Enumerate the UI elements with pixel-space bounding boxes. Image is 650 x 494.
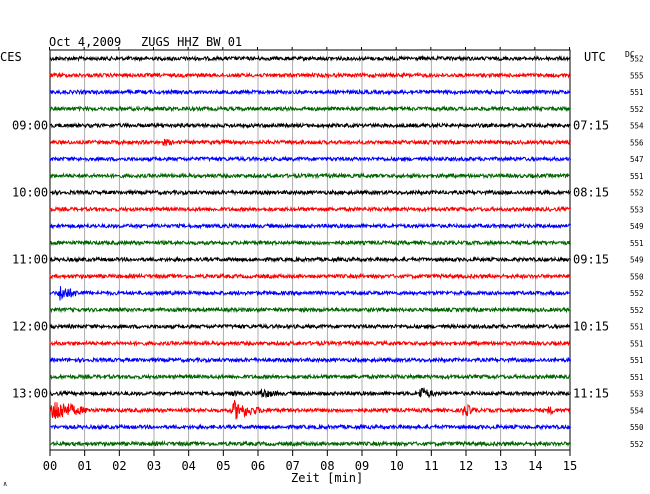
dc-value-label: 551: [630, 323, 644, 332]
dc-value-label: 552: [630, 55, 644, 64]
seismic-trace: [49, 188, 571, 197]
x-tick-label: 15: [563, 459, 577, 473]
right-hour-label: 07:15: [573, 119, 609, 133]
x-tick-label: 08: [320, 459, 334, 473]
left-hour-label: 13:00: [12, 387, 48, 401]
dc-value-label: 552: [630, 440, 644, 449]
dc-value-label: 551: [630, 339, 644, 348]
seismic-trace: [49, 339, 571, 347]
dc-value-label: 552: [630, 306, 644, 315]
right-timezone-label: UTC: [584, 50, 606, 64]
seismic-trace: [49, 239, 571, 247]
x-tick-label: 02: [112, 459, 126, 473]
left-hour-label: 12:00: [12, 320, 48, 334]
x-tick-label: 04: [181, 459, 195, 473]
seismic-trace: [49, 286, 571, 301]
seismic-trace: [49, 105, 571, 113]
dc-value-label: 551: [630, 239, 644, 248]
x-tick-label: 03: [147, 459, 161, 473]
dc-value-label: 553: [630, 205, 644, 214]
seismic-trace: [49, 172, 571, 180]
right-hour-label: 11:15: [573, 387, 609, 401]
dc-value-label: 549: [630, 222, 644, 231]
x-tick-label: 00: [43, 459, 57, 473]
left-timezone-label: CES: [0, 50, 22, 64]
seismic-trace: [49, 88, 571, 96]
left-hour-label: 11:00: [12, 253, 48, 267]
x-axis-label: Zeit [min]: [291, 471, 363, 485]
seismic-trace: [49, 255, 571, 264]
dc-value-label: 547: [630, 155, 644, 164]
seismic-trace: [49, 71, 571, 79]
trace-group: [49, 54, 571, 448]
right-hour-label: 09:15: [573, 253, 609, 267]
seismic-trace: [50, 138, 571, 147]
seismic-trace: [49, 423, 571, 431]
dc-value-label: 551: [630, 356, 644, 365]
dc-value-label: 555: [630, 71, 644, 80]
dc-value-label: 551: [630, 88, 644, 97]
plot-frame: [49, 49, 571, 451]
x-tick-label: 10: [389, 459, 403, 473]
x-tick-label: 06: [251, 459, 265, 473]
seismic-trace: [49, 121, 571, 130]
dc-value-label: 552: [630, 289, 644, 298]
right-hour-label: 10:15: [573, 320, 609, 334]
dc-value-label: 551: [630, 373, 644, 382]
x-tick-label: 13: [493, 459, 507, 473]
dc-value-label: 553: [630, 390, 644, 399]
dc-column-label: DC: [625, 50, 635, 59]
dc-value-label: 552: [630, 105, 644, 114]
seismic-trace: [49, 387, 571, 399]
left-hour-label: 09:00: [12, 119, 48, 133]
seismic-trace: [49, 322, 571, 330]
dc-value-label: 554: [630, 122, 644, 131]
seismic-trace: [49, 373, 571, 381]
seismic-trace: [49, 440, 571, 448]
seismic-trace: [49, 205, 571, 213]
seismic-trace: [49, 272, 571, 280]
seismic-trace: [49, 306, 571, 314]
corner-mark: ∧: [3, 480, 7, 488]
seismic-trace: [49, 356, 571, 364]
x-tick-label: 05: [216, 459, 230, 473]
left-hour-label: 10:00: [12, 186, 48, 200]
dc-value-label: 554: [630, 406, 644, 415]
seismic-trace: [49, 155, 571, 163]
x-tick-label: 01: [77, 459, 91, 473]
grid: [49, 47, 571, 456]
x-tick-label: 12: [459, 459, 473, 473]
label-group: 00 01 02 03 04 05 06 07 08 09 10 11 12 13 14 15 09:00 10:…: [12, 55, 644, 474]
right-hour-label: 08:15: [573, 186, 609, 200]
dc-value-label: 549: [630, 256, 644, 265]
seismic-trace: [49, 222, 571, 230]
x-tick-label: 11: [424, 459, 438, 473]
dc-value-label: 550: [630, 272, 644, 281]
seismic-trace: [49, 54, 571, 63]
chart-station: ZUGS HHZ BW 01: [141, 35, 242, 49]
dc-value-label: 552: [630, 189, 644, 198]
x-tick-label: 07: [285, 459, 299, 473]
x-tick-label: 14: [528, 459, 542, 473]
chart-date: Oct 4,2009: [49, 35, 121, 49]
dc-value-label: 550: [630, 423, 644, 432]
dc-value-label: 556: [630, 138, 644, 147]
dc-value-label: 551: [630, 172, 644, 181]
x-tick-label: 09: [355, 459, 369, 473]
seismic-trace: [49, 399, 571, 420]
